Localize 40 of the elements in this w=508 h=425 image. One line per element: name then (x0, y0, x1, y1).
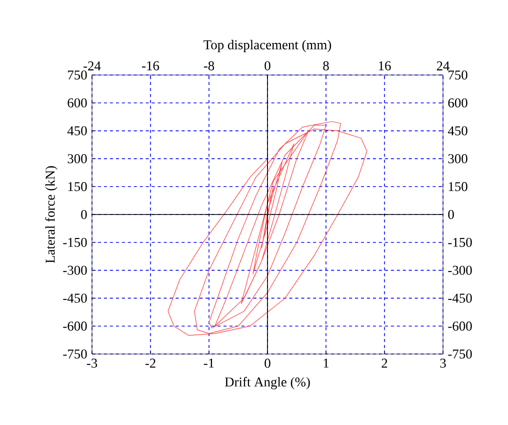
x-tick-label: -1 (204, 358, 214, 368)
x-tick-label: -2 (145, 358, 156, 368)
x2-tick-label: 0 (264, 61, 270, 70)
y-axis-title: Lateral force (kN) (45, 166, 58, 264)
y2-tick-label: 750 (448, 70, 468, 80)
x2-tick-label: 16 (378, 61, 391, 70)
x-tick-label: 1 (324, 358, 329, 368)
y-tick-label: 750 (68, 70, 87, 80)
x-tick-label: -3 (86, 358, 98, 368)
x2-tick-label: 24 (436, 61, 450, 70)
x2-tick-label: 8 (323, 61, 329, 70)
y2-tick-label: 150 (448, 182, 468, 192)
y-tick-label: -150 (63, 238, 87, 247)
y-tick-label: -600 (63, 322, 87, 331)
y-tick-label: 300 (68, 154, 87, 164)
y2-tick-label: -150 (448, 238, 472, 247)
line-series (168, 121, 368, 336)
y2-tick-label: 0 (448, 210, 454, 220)
y-tick-label: -300 (63, 266, 87, 275)
y-tick-label: 150 (68, 182, 87, 192)
y2-tick-label: -450 (448, 294, 472, 303)
y-tick-label: -750 (63, 349, 87, 359)
y2-tick-label: 450 (448, 126, 468, 136)
y2-tick-label: -750 (448, 349, 472, 359)
x2-tick-label: -16 (142, 61, 160, 70)
x2-tick-label: -8 (204, 61, 214, 70)
x-axis-title: Drift Angle (%) (224, 376, 310, 390)
y-tick-label: -450 (63, 294, 87, 303)
x2-tick-label: -24 (84, 61, 101, 70)
x-tick-label: 0 (264, 358, 270, 368)
y2-tick-label: 300 (448, 154, 468, 164)
x2-axis-title: Top displacement (mm) (204, 40, 332, 52)
y2-tick-label: 600 (448, 98, 468, 108)
y-tick-label: 600 (68, 98, 87, 108)
y-tick-label: 0 (81, 210, 87, 220)
y-tick-label: 450 (67, 126, 87, 136)
x-tick-label: 3 (440, 358, 446, 368)
y2-tick-label: -600 (448, 322, 472, 331)
y2-tick-label: -300 (448, 266, 472, 275)
x-tick-label: 2 (382, 358, 388, 368)
